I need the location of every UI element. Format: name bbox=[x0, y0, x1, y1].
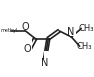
Text: O: O bbox=[23, 44, 31, 54]
Text: N: N bbox=[41, 58, 49, 68]
Text: CH₃: CH₃ bbox=[78, 24, 94, 33]
Text: N: N bbox=[67, 27, 74, 37]
Text: CH₃: CH₃ bbox=[76, 42, 92, 51]
Text: O: O bbox=[21, 22, 29, 32]
Text: methyl: methyl bbox=[0, 28, 17, 33]
